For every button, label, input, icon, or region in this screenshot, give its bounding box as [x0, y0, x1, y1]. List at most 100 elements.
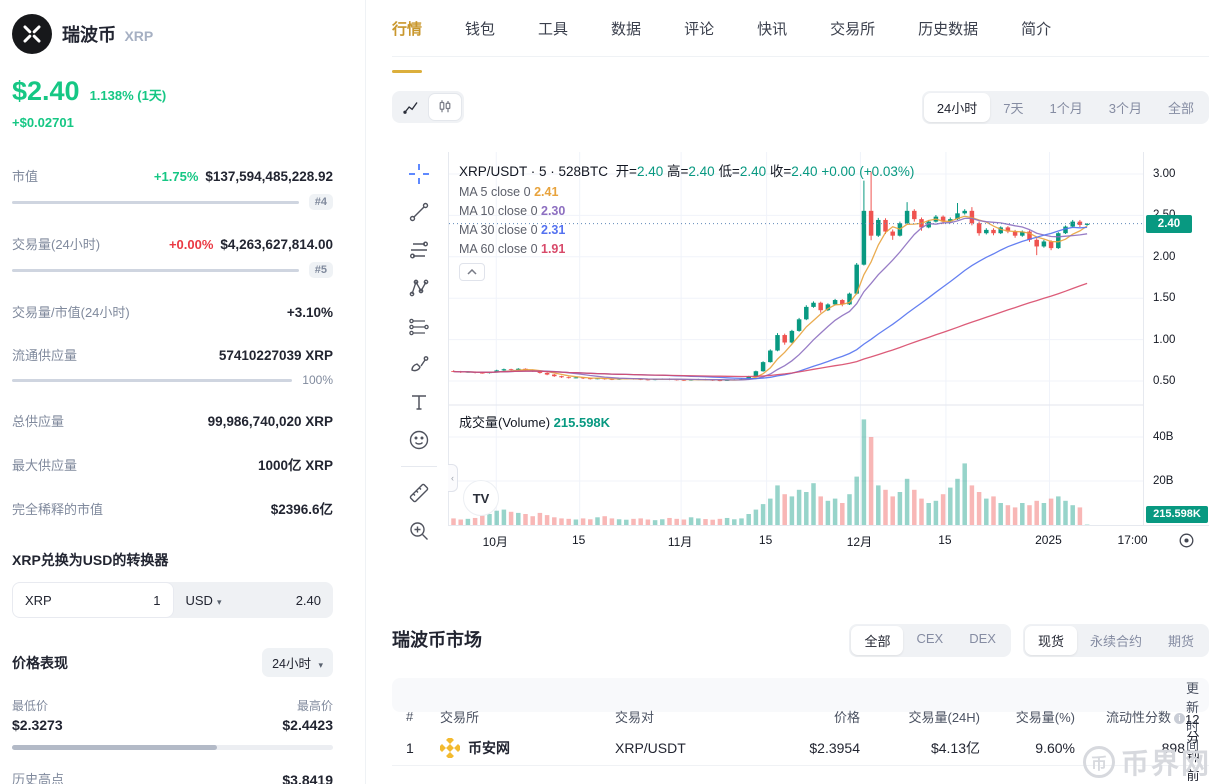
progress-bar [12, 268, 299, 272]
tab-exchanges[interactable]: 交易所 [830, 21, 876, 38]
time-tick: 15 [938, 533, 952, 547]
binance-logo-icon [440, 738, 460, 758]
price-chart[interactable]: XRP/USDT · 5 · 528BTC 开=2.40 高=2.40 低=2.… [448, 152, 1144, 526]
coin-symbol: XRP [124, 28, 154, 44]
zoom-in-tool-icon[interactable] [407, 519, 431, 543]
range-3m[interactable]: 3个月 [1108, 100, 1142, 116]
time-axis[interactable]: 10月 15 11月 15 12月 15 2025 17:00 [448, 525, 1209, 556]
range-all[interactable]: 全部 [1167, 100, 1194, 116]
filter-all[interactable]: 全部 [851, 626, 904, 655]
crosshair-tool-icon[interactable] [407, 162, 431, 186]
filter-dex[interactable]: DEX [969, 631, 996, 646]
table-row[interactable]: 1 币安网 XRP/USDT $2.3954 $4.13亿 9.60% 898 … [392, 712, 1209, 783]
filter-spot[interactable]: 现货 [1024, 626, 1077, 655]
stat-label: 最大供应量 [12, 458, 78, 473]
main-content: 行情 钱包 工具 数据 评论 快讯 交易所 历史数据 简介 [366, 0, 1221, 784]
price-axis[interactable]: 3.002.502.001.501.000.5040B20B2.40215.59… [1143, 152, 1209, 525]
time-tick: 2025 [1035, 533, 1062, 547]
price-tick: 1.00 [1153, 333, 1176, 346]
price-tick: 1.50 [1153, 292, 1176, 305]
low-high-bar [12, 745, 333, 750]
stat-vol-mcap: 交易量/市值(24小时) +3.10% [12, 302, 333, 321]
stat-value: $4,263,627,814.00 [220, 237, 333, 252]
exchange-type-filter: 全部 CEX DEX [849, 624, 1011, 657]
rank-badge: #4 [308, 194, 333, 210]
tab-comments[interactable]: 评论 [684, 21, 715, 38]
chart-symbol-line: XRP/USDT · 5 · 528BTC 开=2.40 高=2.40 低=2.… [459, 164, 915, 179]
info-icon[interactable]: i [1174, 712, 1185, 724]
market-section-title: 瑞波币市场 [392, 630, 482, 650]
trend-line-tool-icon[interactable] [407, 200, 431, 224]
volume-tick: 40B [1153, 431, 1174, 443]
time-tick: 10月 [482, 535, 508, 549]
range-1m[interactable]: 1个月 [1049, 100, 1083, 116]
candlestick-chart-button[interactable] [428, 93, 462, 121]
volume-tick: 20B [1153, 475, 1174, 487]
progress-bar [12, 200, 299, 204]
legend-collapse-button[interactable] [459, 263, 485, 281]
stat-circulating: 流通供应量 57410227039 XRP 100% [12, 345, 333, 387]
tab-tools[interactable]: 工具 [538, 21, 569, 38]
performance-range-dropdown[interactable]: 24小时 ▾ [262, 648, 333, 677]
stat-pct: +0.00% [168, 237, 214, 252]
ma10-legend: MA 10 close 0 2.30 [459, 204, 566, 218]
row-updated: 12 分钟前 [1185, 712, 1200, 783]
text-tool-icon[interactable] [407, 390, 431, 414]
converter-title: XRP兑换为USD的转换器 [12, 552, 169, 568]
last-price-badge: 2.40 [1146, 214, 1192, 233]
toolbar-divider [401, 466, 437, 467]
tab-news[interactable]: 快讯 [757, 21, 788, 38]
fib-retracement-tool-icon[interactable] [407, 238, 431, 262]
xabcd-pattern-tool-icon[interactable] [407, 276, 431, 300]
market-type-filter: 现货 永续合约 期货 [1022, 624, 1209, 657]
tab-history[interactable]: 历史数据 [918, 21, 979, 38]
brush-tool-icon[interactable] [407, 352, 431, 376]
stat-label: 流通供应量 [12, 348, 78, 363]
emoji-tool-icon[interactable] [407, 428, 431, 452]
tab-quotes[interactable]: 行情 [392, 18, 423, 73]
filter-futures[interactable]: 期货 [1167, 634, 1194, 649]
last-volume-badge: 215.598K [1146, 506, 1208, 523]
stat-total-supply: 总供应量 99,986,740,020 XRP [12, 411, 333, 430]
tab-data[interactable]: 数据 [611, 21, 642, 38]
tab-about[interactable]: 简介 [1021, 21, 1052, 38]
col-exchange: 交易所 [440, 709, 480, 725]
row-pair: XRP/USDT [615, 740, 686, 756]
ruler-tool-icon[interactable] [407, 481, 431, 505]
chart-type-toggle [392, 91, 464, 123]
coin-name: 瑞波币 [62, 25, 116, 45]
col-volume: 交易量(24H) [908, 709, 980, 725]
line-chart-button[interactable] [394, 93, 428, 121]
filter-cex[interactable]: CEX [916, 631, 944, 646]
chart-settings-icon[interactable] [1178, 532, 1195, 552]
tab-wallet[interactable]: 钱包 [465, 21, 496, 38]
xrp-logo-icon [12, 14, 52, 54]
stat-pct: +1.75% [153, 169, 199, 184]
price-tick: 0.50 [1153, 375, 1176, 387]
converter: XRP 1 USD ▾ 2.40 [12, 582, 333, 618]
low-price: 最低价 $2.3273 [12, 699, 63, 733]
top-nav: 行情 钱包 工具 数据 评论 快讯 交易所 历史数据 简介 [392, 18, 1209, 73]
coin-price: $2.40 [12, 76, 80, 106]
converter-to-select[interactable]: USD ▾ 2.40 [174, 582, 334, 618]
range-24h[interactable]: 24小时 [923, 92, 991, 122]
coin-change-abs: +$0.02701 [12, 115, 74, 130]
rank-badge: #5 [308, 262, 333, 278]
time-tick: 15 [571, 533, 586, 547]
chevron-down-icon: ▾ [318, 660, 323, 670]
stat-label: 完全稀释的市值 [12, 502, 104, 517]
stat-market-cap: 市值 +1.75% $137,594,485,228.92 #4 [12, 166, 333, 210]
range-7d[interactable]: 7天 [1003, 100, 1024, 116]
projection-tool-icon[interactable] [407, 314, 431, 338]
stat-label: 市值 [12, 169, 39, 184]
stat-value: 99,986,740,020 XRP [207, 414, 333, 429]
filter-perpetual[interactable]: 永续合约 [1089, 634, 1142, 649]
converter-to-symbol: USD ▾ [185, 592, 222, 608]
tradingview-logo-icon[interactable]: TV [463, 480, 499, 516]
col-rank: # [406, 708, 414, 724]
toolbar-collapse-handle[interactable]: ‹ [448, 464, 458, 492]
row-exchange[interactable]: 币安网 [440, 738, 615, 758]
converter-from-input[interactable]: XRP 1 [12, 582, 174, 618]
col-liquidity: 流动性分数 i [1075, 707, 1185, 726]
supply-percent: 100% [302, 373, 333, 387]
